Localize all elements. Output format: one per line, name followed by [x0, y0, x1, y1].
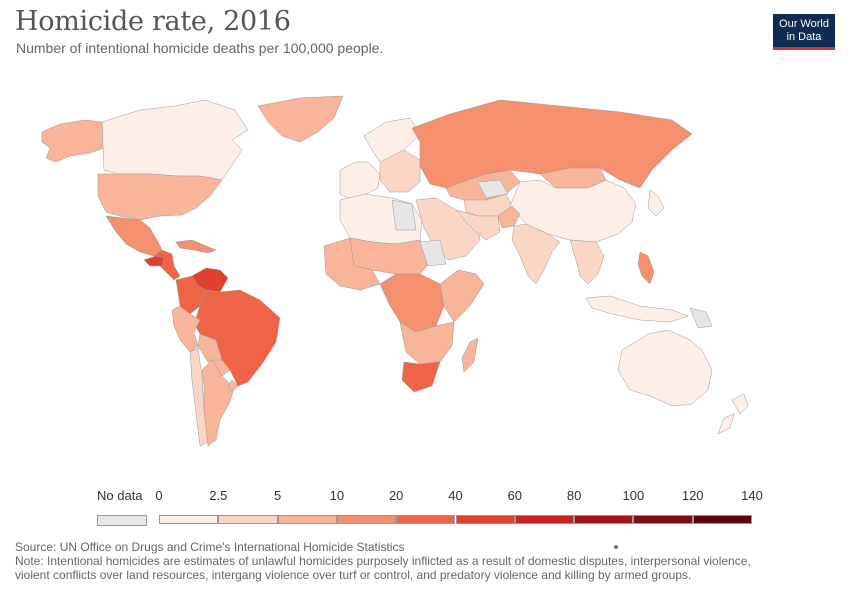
legend-swatch[interactable]	[574, 515, 634, 524]
legend-tick-label: 2.5	[209, 488, 228, 503]
region-afghanistan[interactable]	[497, 205, 521, 229]
region-japan[interactable]	[647, 189, 665, 217]
legend-swatch[interactable]	[692, 515, 752, 524]
owid-logo[interactable]: Our World in Data	[773, 14, 835, 50]
region-southern-africa[interactable]	[399, 321, 455, 365]
region-canada[interactable]	[101, 99, 249, 181]
region-uruguay[interactable]	[227, 379, 239, 393]
region-eastern-europe[interactable]	[379, 149, 421, 193]
region-greenland[interactable]	[257, 95, 344, 143]
legend-swatch[interactable]	[633, 515, 693, 524]
decorative-dot	[614, 545, 618, 549]
region-russia[interactable]	[411, 99, 693, 189]
legend-swatch[interactable]	[159, 515, 219, 524]
legend-swatch[interactable]	[277, 515, 337, 524]
legend-no-data-label: No data	[97, 488, 143, 503]
legend-tick-label: 140	[741, 488, 763, 503]
logo-line-2: in Data	[786, 31, 822, 43]
legend-swatch[interactable]	[514, 515, 575, 524]
legend-tick-label: 100	[622, 488, 645, 503]
chart-subtitle: Number of intentional homicide deaths pe…	[16, 40, 384, 56]
world-map[interactable]	[0, 70, 850, 485]
region-india[interactable]	[511, 223, 561, 285]
region-east-africa[interactable]	[439, 269, 485, 323]
region-philippines[interactable]	[637, 251, 655, 285]
region-madagascar[interactable]	[461, 337, 479, 373]
legend-tick-label: 5	[273, 488, 282, 503]
legend-swatch[interactable]	[396, 515, 456, 524]
region-china[interactable]	[509, 179, 637, 243]
region-central-africa[interactable]	[379, 273, 445, 333]
chart-title: Homicide rate, 2016	[15, 6, 291, 37]
region-alaska[interactable]	[41, 119, 105, 163]
region-indonesia[interactable]	[585, 295, 689, 323]
legend-tick-label: 0	[155, 488, 163, 503]
region-australia[interactable]	[617, 329, 713, 407]
region-peru[interactable]	[171, 305, 201, 353]
legend-tick-label: 60	[507, 488, 523, 503]
region-western-europe[interactable]	[339, 161, 381, 201]
region-iran[interactable]	[455, 209, 501, 241]
region-mexico[interactable]	[105, 215, 163, 257]
region-new-zealand[interactable]	[717, 393, 749, 435]
source-text: Source: UN Office on Drugs and Crime's I…	[15, 540, 405, 554]
logo-line-1: Our World	[779, 18, 829, 30]
region-caribbean[interactable]	[175, 239, 217, 254]
region-united-states[interactable]	[97, 173, 223, 221]
footer: Source: UN Office on Drugs and Crime's I…	[15, 540, 835, 582]
region-papua-new-guinea-no-data[interactable]	[689, 307, 713, 329]
world-map-svg	[41, 95, 749, 447]
legend-tick-label: 40	[448, 488, 463, 503]
region-middle-east[interactable]	[415, 197, 481, 261]
region-sudan-no-data[interactable]	[419, 239, 447, 267]
legend-tick-label: 10	[329, 488, 345, 503]
legend-swatch[interactable]	[218, 515, 278, 524]
legend-swatch[interactable]	[336, 515, 397, 524]
color-legend: No data 0 2.5 5 10 20 40 60 80 100 120 140	[0, 485, 850, 535]
note-line-2: violent conflicts over land resources, i…	[15, 568, 692, 582]
region-turkmenistan-no-data[interactable]	[477, 179, 509, 199]
legend-swatch[interactable]	[455, 515, 515, 524]
region-honduras[interactable]	[143, 255, 165, 267]
legend-tick-label: 80	[566, 488, 582, 503]
region-libya-no-data[interactable]	[391, 199, 417, 231]
region-bolivia[interactable]	[197, 333, 223, 363]
note-line-1: Note: Intentional homicides are estimate…	[15, 554, 751, 568]
region-brazil[interactable]	[193, 289, 281, 387]
region-argentina[interactable]	[201, 359, 235, 447]
legend-tick-label: 20	[388, 488, 404, 503]
region-south-africa[interactable]	[401, 361, 441, 393]
region-southeast-asia[interactable]	[569, 239, 605, 285]
legend-no-data-swatch[interactable]	[97, 515, 147, 526]
legend-tick-label: 120	[681, 488, 704, 503]
